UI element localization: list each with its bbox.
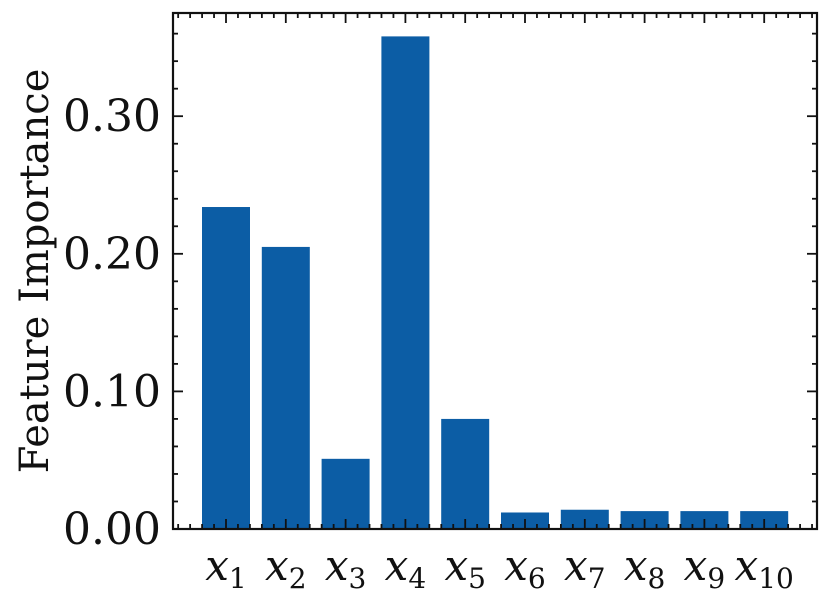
bar — [202, 207, 250, 530]
bar — [321, 458, 370, 529]
x-tick-label: x3 — [325, 541, 367, 595]
bars-group — [202, 36, 789, 530]
y-tick-label: 0.10 — [63, 366, 161, 417]
x-tick-label: x6 — [504, 541, 546, 595]
x-tick-label: x5 — [444, 541, 486, 595]
x-tick-label: x2 — [265, 541, 307, 595]
y-tick-labels: 0.00 0.10 0.20 0.30 — [63, 91, 161, 555]
x-tick-labels: x1 x2 x3 x4 x5 x6 x7 x8 x9 x10 — [205, 541, 794, 595]
bar — [441, 418, 490, 529]
bar — [381, 36, 430, 529]
x-tick-label: x4 — [385, 541, 427, 595]
x-tick-label: x8 — [624, 541, 666, 595]
x-tick-label: x10 — [735, 541, 794, 595]
bar — [261, 246, 310, 530]
y-tick-label: 0.00 — [63, 504, 161, 555]
x-tick-label: x9 — [684, 541, 726, 595]
plot-frame — [171, 11, 819, 531]
y-axis-label: Feature Importance — [12, 69, 58, 474]
y-tick-label: 0.30 — [63, 91, 161, 142]
y-tick-label: 0.20 — [63, 229, 161, 280]
x-tick-label: x7 — [564, 541, 606, 595]
x-tick-label: x1 — [205, 541, 247, 595]
